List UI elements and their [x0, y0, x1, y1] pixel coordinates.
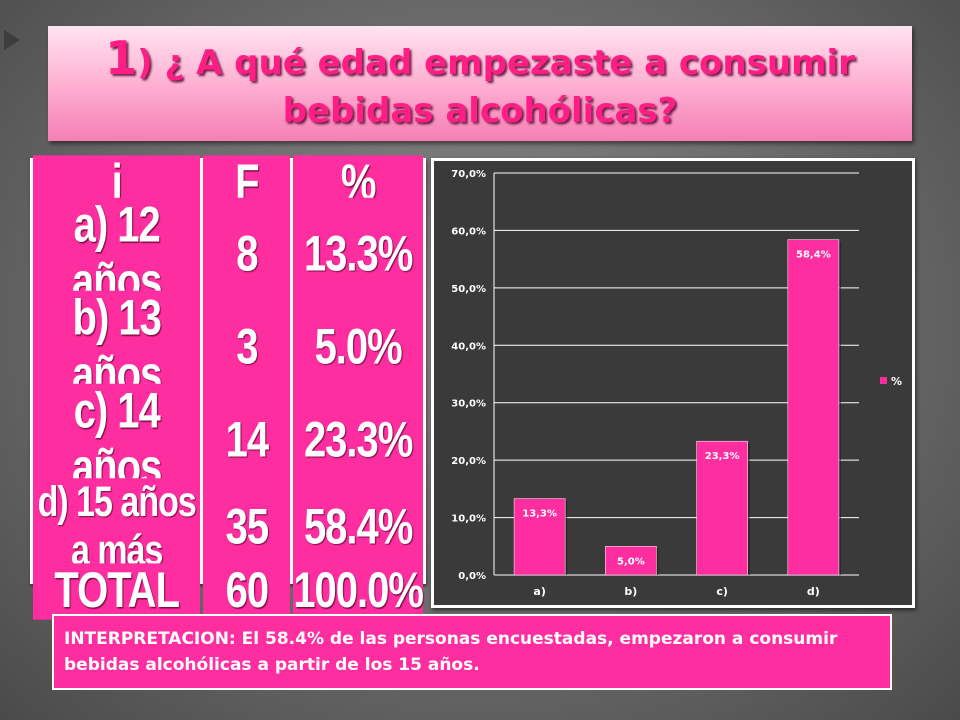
- bar: [787, 239, 840, 576]
- slide-bullet-arrow: [4, 30, 20, 50]
- bar-chart: 0,0% 10,0% 20,0% 30,0% 40,0% 50,0% 60,0% 70,0% 1…: [431, 158, 915, 608]
- x-tick-label: b): [624, 585, 637, 598]
- data-label: 5,0%: [617, 556, 645, 567]
- table-cell-category: c) 14 años: [33, 383, 201, 497]
- interpretation-text: INTERPRETACION: El 58.4% de las personas…: [52, 614, 892, 690]
- data-label: 13,3%: [522, 509, 557, 520]
- bar: [605, 546, 657, 576]
- table-cell-total-percent: 100.0%: [293, 563, 424, 620]
- table-cell-total-frequency: 60: [203, 563, 291, 620]
- title-line-2: bebidas alcohólicas?: [282, 91, 678, 131]
- bar: [513, 498, 566, 576]
- x-tick-label: d): [807, 585, 820, 598]
- bar: [696, 440, 748, 576]
- title-line-1: 1) ¿ A qué edad empezaste a consumir: [48, 34, 912, 87]
- y-tick-label: 10,0%: [451, 514, 486, 525]
- table-cell-frequency: 35: [203, 478, 291, 576]
- table-cell-percent: 58.4%: [293, 478, 423, 576]
- table-cell-category: d) 15 años a más: [33, 478, 201, 576]
- bar-chart-svg: 0,0% 10,0% 20,0% 30,0% 40,0% 50,0% 60,0% 70,0% 1…: [451, 169, 902, 598]
- title-number: 1: [105, 31, 138, 85]
- data-label: 23,3%: [705, 451, 740, 462]
- frequency-table: i F % a) 12 años 8 13.3% b) 13 años 3 5.…: [30, 155, 426, 620]
- x-tick-label: c): [716, 585, 728, 598]
- x-tick-label: a): [533, 585, 545, 598]
- y-tick-label: 40,0%: [451, 341, 486, 352]
- y-tick-label: 30,0%: [451, 399, 486, 410]
- y-tick-label: 50,0%: [451, 284, 486, 295]
- y-tick-label: 0,0%: [458, 571, 486, 582]
- table-cell-percent: 23.3%: [293, 383, 423, 497]
- y-tick-label: 20,0%: [451, 456, 486, 467]
- table-total-row: TOTAL 60 100.0%: [33, 563, 424, 620]
- data-label: 58,4%: [796, 250, 831, 261]
- y-tick-label: 70,0%: [451, 169, 486, 180]
- table-row: c) 14 años 14 23.3%: [33, 383, 423, 497]
- table-cell-total-label: TOTAL: [33, 563, 201, 620]
- table-row: d) 15 años a más 35 58.4%: [33, 478, 423, 576]
- y-tick-label: 60,0%: [451, 226, 486, 237]
- table-row: b) 13 años 3 5.0%: [33, 290, 423, 404]
- legend-swatch: [880, 377, 887, 384]
- table-cell-frequency: 14: [203, 383, 291, 497]
- title-box: 1) ¿ A qué edad empezaste a consumir beb…: [48, 26, 912, 141]
- legend-label: %: [891, 375, 902, 388]
- table-row: a) 12 años 8 13.3%: [33, 197, 423, 311]
- title-line-1-text: ) ¿ A qué edad empezaste a consumir: [137, 43, 855, 83]
